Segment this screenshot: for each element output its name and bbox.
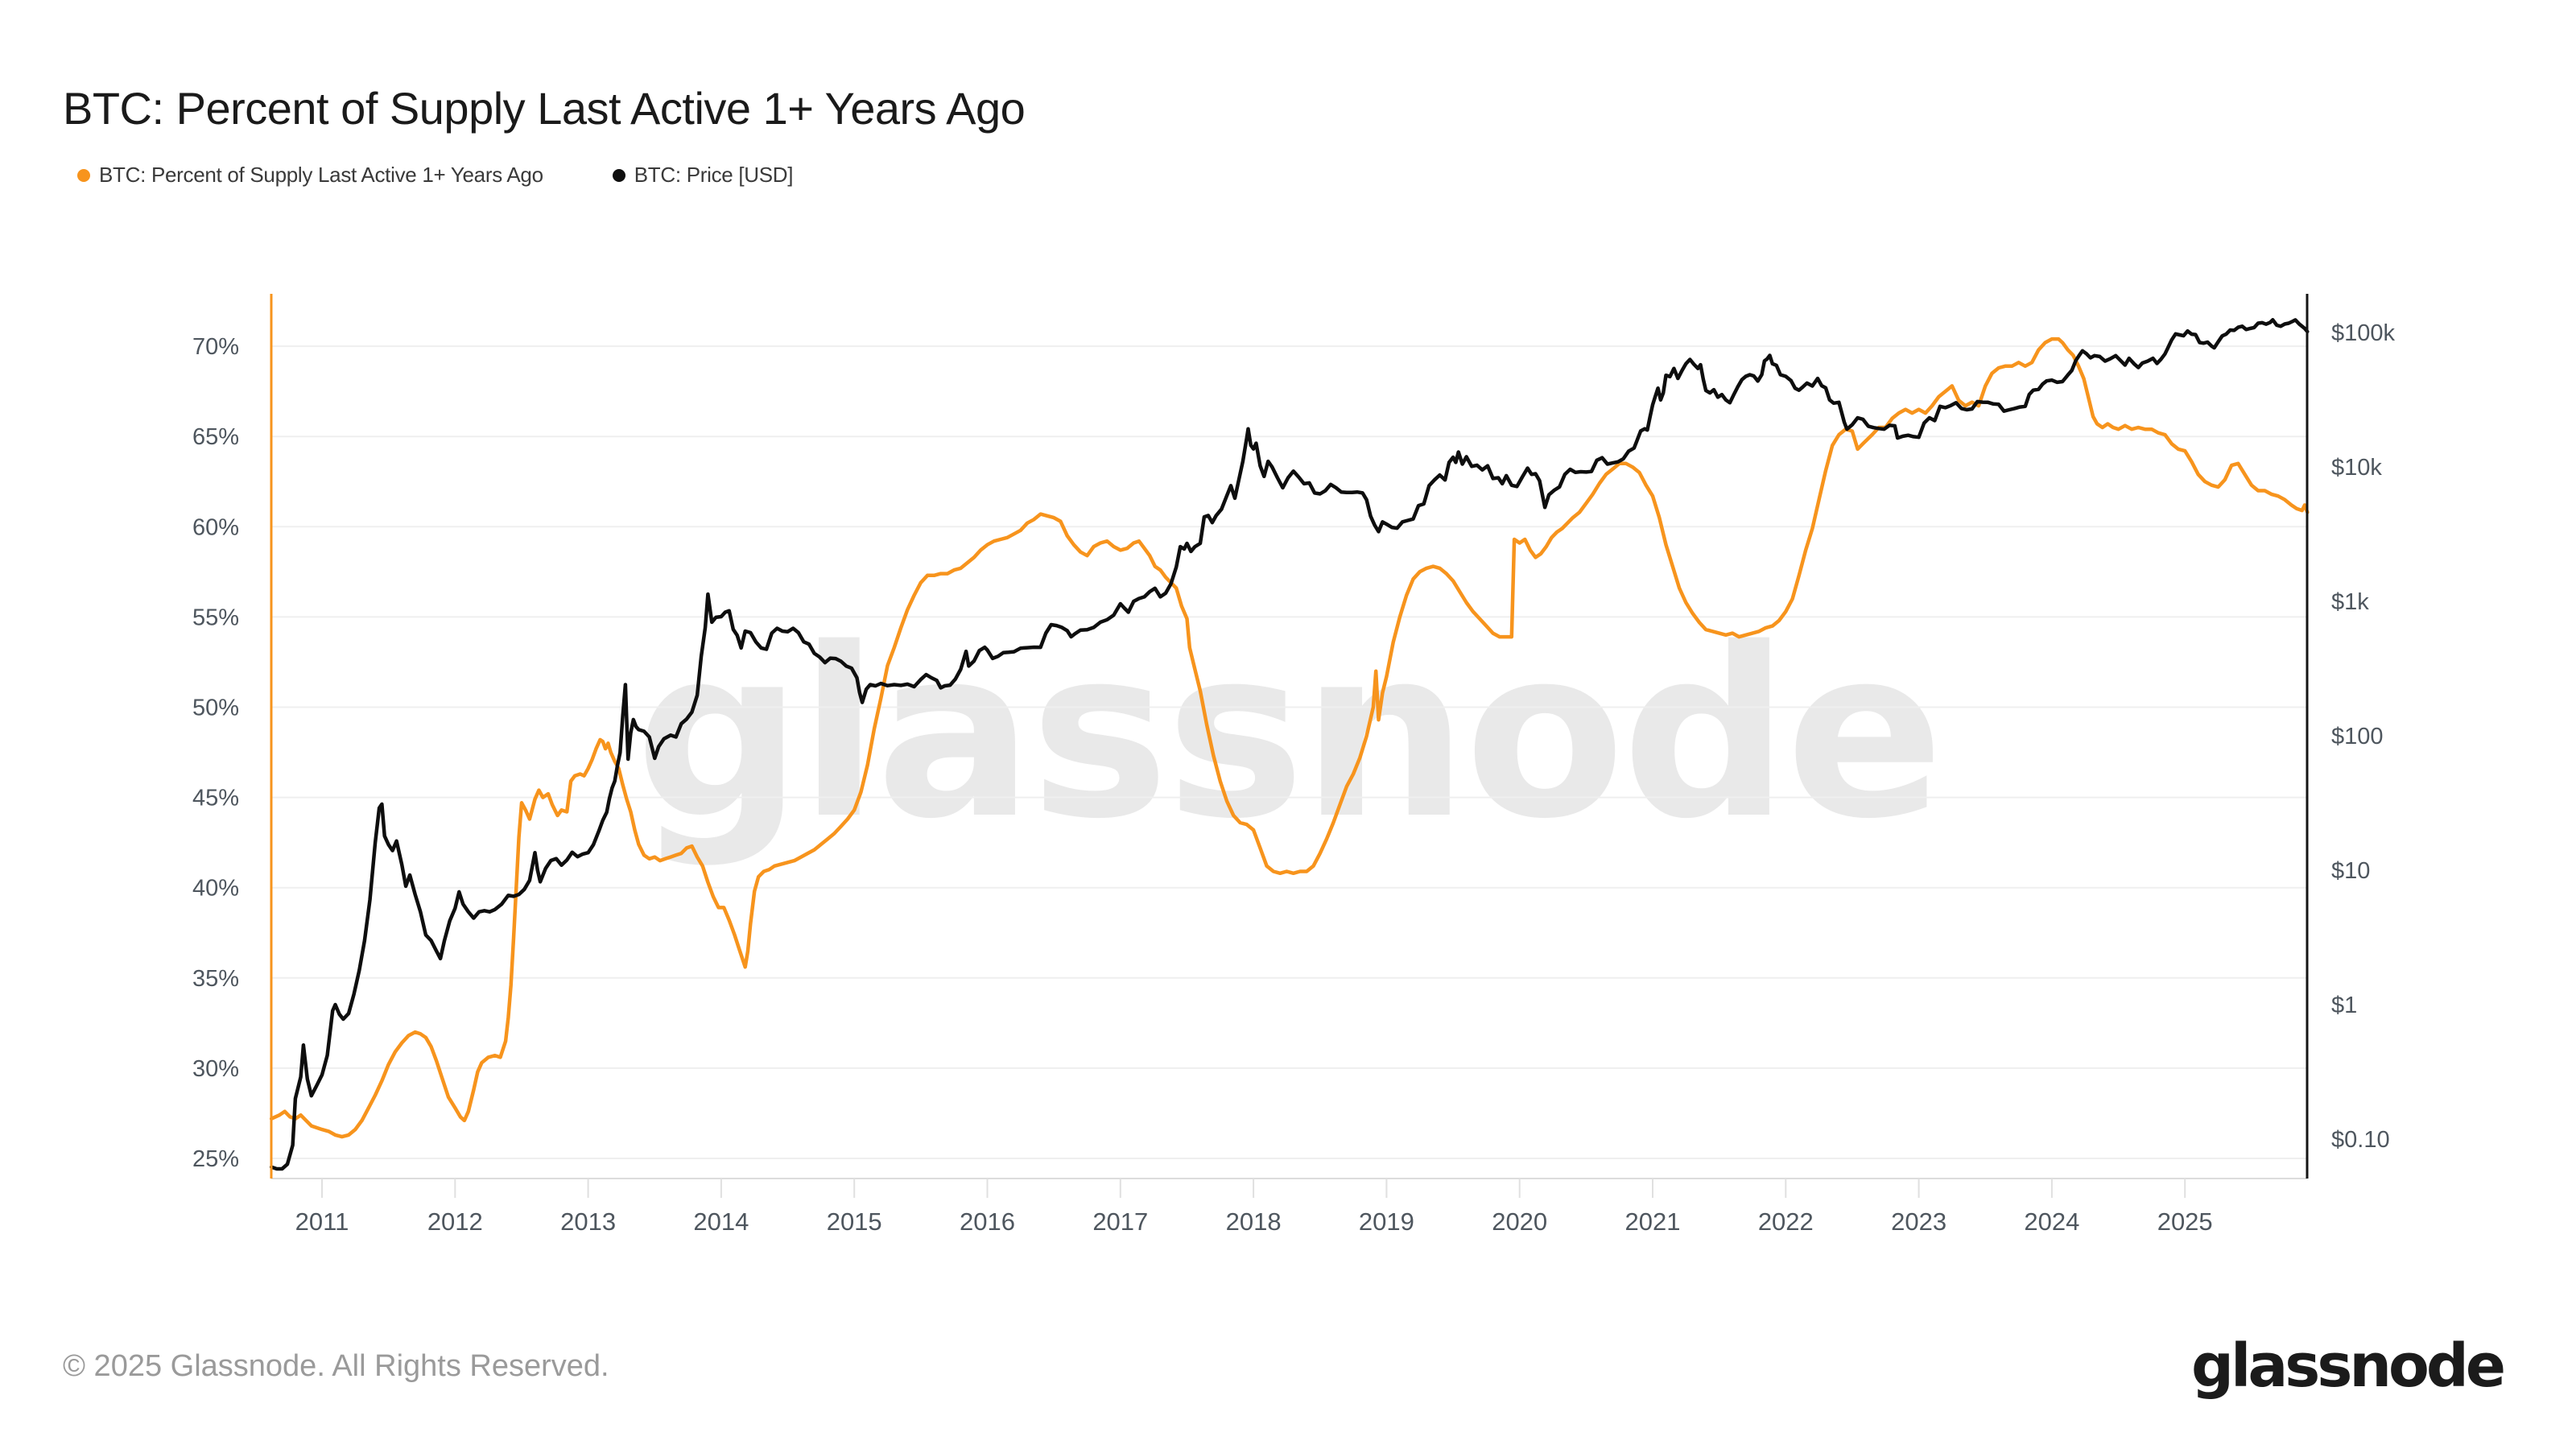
y-left-tick-label: 55% bbox=[192, 605, 239, 630]
x-tick-label: 2023 bbox=[1891, 1208, 1946, 1236]
x-tick-label: 2017 bbox=[1092, 1208, 1148, 1236]
legend-label-supply: BTC: Percent of Supply Last Active 1+ Ye… bbox=[99, 163, 543, 187]
y-axis-left-labels: 70% 65% 60% 55% 50% 45% 40% 35% 30% 25% bbox=[192, 334, 239, 1172]
y-left-tick-label: 45% bbox=[192, 786, 239, 811]
y-right-tick-label: $10k bbox=[2331, 455, 2382, 481]
series-percent-supply-line bbox=[269, 336, 2310, 1139]
x-tick-label: 2019 bbox=[1359, 1208, 1414, 1236]
x-tick-label: 2024 bbox=[2024, 1208, 2079, 1236]
x-tick-label: 2022 bbox=[1758, 1208, 1814, 1236]
legend-item-price[interactable]: BTC: Price [USD] bbox=[612, 163, 794, 188]
x-tick-label: 2025 bbox=[2157, 1208, 2213, 1236]
y-left-tick-label: 70% bbox=[192, 334, 239, 360]
legend-dot-black-icon bbox=[612, 168, 625, 182]
footer-copyright: © 2025 Glassnode. All Rights Reserved. bbox=[63, 1349, 609, 1383]
x-tick-label: 2013 bbox=[560, 1208, 616, 1236]
y-axis-right-labels: $100k $10k $1k $100 $10 $1 $0.10 bbox=[2331, 320, 2396, 1153]
x-tick-label: 2016 bbox=[960, 1208, 1015, 1236]
y-left-tick-label: 60% bbox=[192, 514, 239, 540]
gridlines bbox=[271, 345, 2307, 1159]
legend-item-supply[interactable]: BTC: Percent of Supply Last Active 1+ Ye… bbox=[77, 163, 543, 188]
y-left-tick-label: 25% bbox=[192, 1146, 239, 1172]
chart-title: BTC: Percent of Supply Last Active 1+ Ye… bbox=[63, 82, 1026, 134]
y-right-tick-label: $1k bbox=[2331, 589, 2369, 615]
y-left-tick-label: 35% bbox=[192, 966, 239, 992]
y-left-tick-label: 50% bbox=[192, 696, 239, 721]
legend-dot-orange-icon bbox=[77, 168, 90, 182]
y-right-tick-label: $0.10 bbox=[2331, 1127, 2390, 1153]
series-price-line bbox=[269, 318, 2310, 1171]
y-right-tick-label: $10 bbox=[2331, 858, 2370, 884]
x-tick-label: 2020 bbox=[1492, 1208, 1547, 1236]
y-left-tick-label: 65% bbox=[192, 424, 239, 450]
y-left-tick-label: 30% bbox=[192, 1056, 239, 1082]
y-right-tick-label: $1 bbox=[2331, 993, 2357, 1018]
glassnode-logo: glassnode bbox=[2191, 1331, 2506, 1401]
x-tick-label: 2012 bbox=[427, 1208, 483, 1236]
x-tick-label: 2018 bbox=[1226, 1208, 1282, 1236]
x-tick-label: 2011 bbox=[295, 1208, 349, 1236]
x-tick-label: 2014 bbox=[693, 1208, 749, 1236]
legend-label-price: BTC: Price [USD] bbox=[634, 163, 794, 187]
y-left-tick-label: 40% bbox=[192, 876, 239, 902]
x-tick-label: 2015 bbox=[827, 1208, 882, 1236]
y-right-tick-label: $100 bbox=[2331, 724, 2384, 749]
legend: BTC: Percent of Supply Last Active 1+ Ye… bbox=[77, 163, 794, 188]
y-right-tick-label: $100k bbox=[2331, 320, 2396, 346]
x-axis-labels: 2011 2012 2013 2014 2015 2016 2017 2018 2019 2020… bbox=[295, 1179, 2213, 1236]
x-tick-label: 2021 bbox=[1625, 1208, 1681, 1236]
